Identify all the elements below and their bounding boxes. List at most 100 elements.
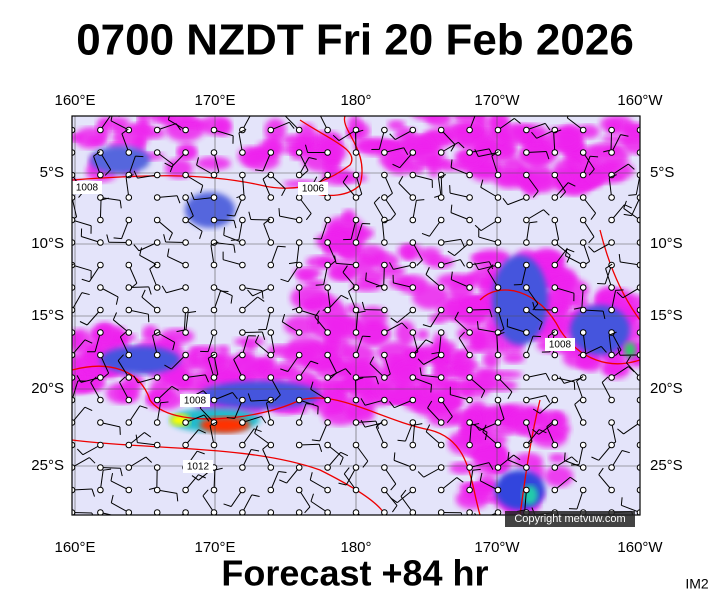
barb-station — [324, 239, 331, 246]
barb-station — [210, 374, 218, 381]
barb-station — [409, 284, 417, 291]
barb-shaft — [490, 512, 499, 515]
barb-shaft — [342, 181, 357, 198]
barb-feather — [398, 176, 404, 184]
barb-station — [381, 261, 388, 269]
barb-feather — [389, 213, 396, 221]
copyright: Copyright metvuw.com — [514, 513, 625, 525]
barb-feather — [207, 353, 216, 359]
barb-station — [608, 239, 615, 246]
barb-shaft — [88, 264, 101, 282]
barb-shaft — [207, 358, 215, 378]
barb-shaft — [100, 287, 119, 298]
barb-feather — [257, 296, 265, 302]
barb-station — [494, 239, 502, 246]
barb-station — [523, 284, 530, 291]
barb-station — [72, 216, 76, 224]
rain-blob — [336, 172, 368, 184]
barb-feather — [491, 151, 499, 157]
barb-station — [324, 464, 331, 471]
barb-feather — [84, 406, 93, 411]
barb-station — [239, 374, 246, 381]
rain-blob — [520, 163, 555, 190]
barb-station — [97, 194, 104, 201]
barb-shaft — [128, 286, 149, 288]
barb-shaft — [185, 374, 206, 378]
barb-shaft — [319, 422, 329, 442]
barb-feather — [262, 173, 270, 180]
barb-station — [523, 329, 530, 336]
barb-feather — [119, 468, 123, 477]
barb-shaft — [234, 399, 243, 419]
barb-shaft — [270, 471, 279, 491]
barb-feather — [484, 432, 488, 441]
barb-station — [352, 329, 360, 336]
barb-station — [210, 329, 218, 336]
barb-shaft — [72, 457, 90, 468]
barb-feather — [188, 310, 197, 314]
barb-station — [381, 396, 388, 404]
barb-station — [153, 396, 161, 404]
barb-feather — [251, 449, 260, 452]
barb-station — [409, 306, 417, 314]
barb-shaft — [355, 444, 369, 462]
barb-shaft — [222, 259, 243, 266]
barb-station — [125, 329, 133, 336]
barb-station — [608, 351, 615, 359]
barb-feather — [230, 295, 233, 304]
barb-station — [295, 464, 303, 471]
barb-station — [608, 149, 615, 156]
barb-shaft — [157, 489, 178, 494]
barb-feather — [507, 391, 513, 400]
barb-feather — [417, 471, 425, 478]
rain-blob — [548, 453, 567, 463]
barb-feather — [210, 241, 219, 246]
barb-shaft — [526, 122, 546, 131]
barb-shaft — [582, 345, 602, 356]
barb-station — [352, 509, 360, 515]
barb-shaft — [507, 459, 527, 468]
barb-shaft — [383, 354, 391, 375]
barb-station — [239, 284, 246, 291]
barb-station — [153, 419, 161, 426]
barb-feather — [196, 450, 205, 455]
barb-feather — [285, 116, 286, 117]
barb-feather — [110, 116, 113, 121]
barb-feather — [278, 471, 287, 474]
barb-station — [182, 239, 189, 246]
barb-feather — [314, 310, 320, 318]
barb-station — [210, 284, 218, 291]
rain-blob — [469, 368, 501, 389]
rain-blob — [493, 170, 526, 189]
rain-blob — [196, 156, 231, 171]
barb-shaft — [213, 469, 216, 491]
barb-feather — [532, 301, 536, 310]
barb-feather — [460, 259, 466, 267]
barb-shaft — [72, 264, 92, 272]
barb-feather — [513, 454, 521, 461]
barb-shaft — [156, 152, 174, 165]
barb-shaft — [440, 174, 443, 196]
barb-feather — [176, 195, 181, 204]
barb-shaft — [521, 264, 527, 285]
barb-feather — [488, 261, 494, 270]
barb-station — [182, 149, 189, 156]
barb-feather — [164, 364, 172, 370]
barb-shaft — [601, 382, 613, 401]
barb-feather — [144, 432, 152, 438]
barb-station — [466, 306, 473, 314]
rain-blob — [282, 134, 311, 147]
barb-shaft — [454, 318, 470, 333]
rain-blob — [448, 361, 481, 370]
barb-station — [636, 306, 640, 314]
isobar-label: 1006 — [302, 184, 325, 195]
barb-feather — [152, 331, 160, 336]
barb-station — [267, 284, 275, 291]
barb-station — [409, 216, 417, 224]
rain-blob — [336, 241, 359, 260]
barb-station — [324, 284, 331, 291]
barb-station — [579, 284, 587, 291]
barb-station — [210, 396, 218, 404]
barb-feather — [255, 169, 264, 172]
barb-station — [125, 374, 133, 381]
